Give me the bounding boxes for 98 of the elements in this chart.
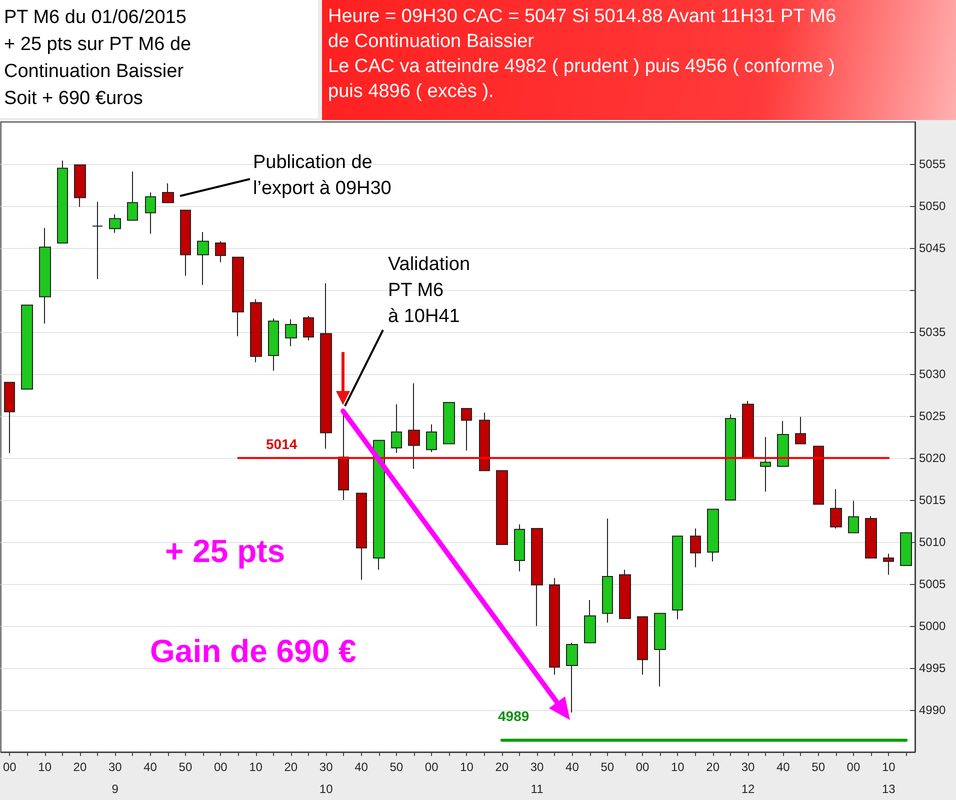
- candlestick: [566, 642, 578, 714]
- y-tick-label: 5035: [919, 325, 946, 339]
- x-tick-label: 40: [566, 760, 580, 774]
- annotation: + 25 pts: [165, 533, 286, 570]
- y-tick-label: 5000: [919, 619, 946, 633]
- candlestick: [320, 282, 332, 450]
- chart-title: PT M6 du 01/06/2015 + 25 pts sur PT M6 de Continuation Baissier Soit + 690 €uros: [0, 0, 318, 118]
- candlestick: [742, 400, 754, 458]
- x-tick-label: 30 9: [108, 760, 122, 796]
- annotation: 5014: [266, 436, 298, 452]
- y-tick-label: 5010: [919, 535, 946, 549]
- candlestick: [637, 616, 648, 676]
- annotation: Gain de 690 €: [150, 633, 356, 670]
- candlestick: [92, 201, 103, 280]
- x-tick-label: 10 13: [882, 760, 896, 796]
- candlestick: [619, 569, 631, 619]
- x-tick-label: 50: [390, 760, 404, 774]
- candlestick: [549, 578, 560, 676]
- y-tick-label: 4995: [919, 661, 946, 675]
- candlestick: [57, 160, 68, 244]
- candlestick: [777, 420, 789, 467]
- candlestick: [268, 318, 279, 372]
- x-tick-label: 20: [284, 760, 298, 774]
- candlestick: [303, 316, 314, 341]
- candlestick: [373, 440, 385, 570]
- x-tick-label: 00: [636, 760, 650, 774]
- x-tick-label: 20: [495, 760, 509, 774]
- candlestick: [4, 382, 15, 454]
- candlestick: [496, 470, 508, 546]
- candlestick: [426, 424, 437, 453]
- candlestick: [391, 404, 402, 454]
- y-tick-label: 5030: [919, 367, 946, 381]
- candlestick: [338, 414, 349, 500]
- candlestick: [250, 298, 262, 363]
- x-tick-label: 50: [600, 760, 614, 774]
- x-tick-label: 00: [424, 760, 439, 774]
- y-tick-label: 4990: [919, 703, 946, 717]
- x-tick-label: 10: [38, 760, 52, 774]
- candlestick: [531, 528, 543, 626]
- candlestick: [883, 553, 894, 576]
- candlestick: [725, 414, 736, 500]
- y-tick-label: 5005: [919, 577, 946, 591]
- x-tick-label: 00: [846, 760, 860, 774]
- x-tick-label: 10: [249, 760, 263, 774]
- chart-subtitle: Heure = 09H30 CAC = 5047 Si 5014.88 Avant 11H31 PT M6 de Continuation Baissier Le CAC va atteindre 4982 ( prudent ) puis 4956 ( conforme ) puis 4896 ( excès ).: [322, 0, 956, 120]
- candlestick: [830, 488, 842, 530]
- candlestick: [514, 524, 525, 572]
- annotation: Validation PT M6 à 10H41: [388, 253, 470, 329]
- candlestick: [672, 536, 683, 620]
- candlestick: [145, 192, 156, 234]
- candlestick: [285, 318, 297, 347]
- x-tick-label: 40: [354, 760, 368, 774]
- candlestick: [848, 500, 859, 534]
- candlestick: [39, 227, 51, 324]
- candlestick: [654, 612, 666, 687]
- y-tick-label: 5050: [919, 199, 946, 213]
- x-tick-label: 10: [460, 760, 474, 774]
- candlestick: [127, 171, 138, 221]
- x-tick-label: 20: [73, 760, 87, 774]
- x-tick-label: 20: [706, 760, 720, 774]
- x-tick-label: 30 12: [741, 760, 755, 796]
- candlestick: [162, 182, 174, 204]
- annotation: Publication de l’export à 09H30: [253, 151, 392, 201]
- annotation: 4989: [498, 708, 530, 724]
- candlestick: [21, 304, 33, 390]
- candlestick: [690, 528, 701, 568]
- y-tick-label: 5015: [919, 493, 946, 507]
- x-tick-label: 30 10: [319, 760, 334, 796]
- x-tick-label: 40: [776, 760, 790, 774]
- candlestick: [180, 210, 191, 276]
- x-tick-label: 50: [812, 760, 826, 774]
- y-tick-label: 5025: [919, 409, 946, 423]
- x-tick-label: 00: [214, 760, 228, 774]
- candlestick: [584, 599, 596, 644]
- candlestick: [356, 492, 367, 580]
- candlestick: [707, 508, 719, 562]
- y-tick-label: 5045: [919, 241, 946, 255]
- candlestick: [215, 240, 226, 263]
- candlestick: [865, 515, 877, 558]
- candlestick: [795, 416, 806, 444]
- y-tick-label: 5020: [919, 451, 946, 465]
- candlestick: [74, 164, 86, 208]
- x-tick-label: 30 11: [530, 760, 544, 796]
- candlestick: [602, 518, 613, 624]
- candlestick: [479, 412, 490, 472]
- y-tick-label: 5055: [919, 157, 946, 171]
- x-tick-label: 00: [2, 760, 17, 774]
- candlestick: [461, 408, 472, 451]
- candlestick: [109, 214, 121, 234]
- candlestick: [760, 436, 771, 492]
- candlestick: [813, 446, 824, 505]
- candlestick: [408, 382, 420, 470]
- candlestick: [443, 402, 455, 444]
- x-tick-label: 50: [178, 760, 192, 774]
- x-tick-label: 40: [144, 760, 158, 774]
- candlestick: [232, 256, 244, 337]
- x-tick-label: 10: [671, 760, 685, 774]
- candlestick: [197, 232, 209, 286]
